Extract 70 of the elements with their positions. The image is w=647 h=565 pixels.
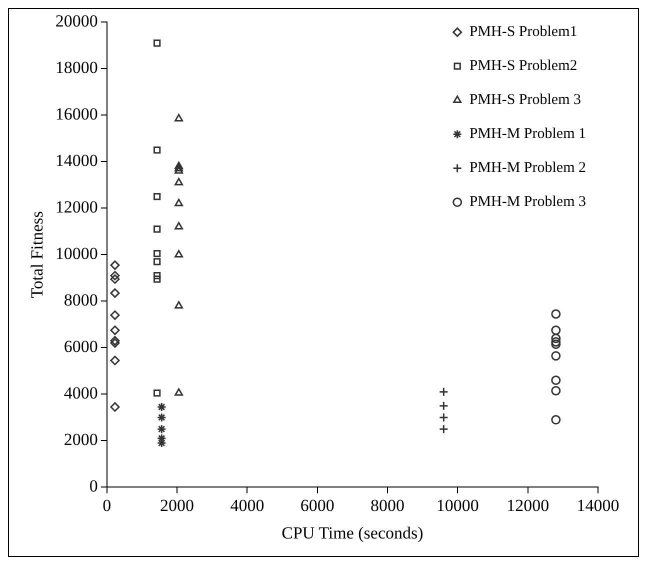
- point: [110, 260, 120, 270]
- x-tick-label: 6000: [300, 496, 334, 515]
- legend-label: PMH-M Problem 3: [469, 194, 586, 210]
- point: [110, 336, 120, 346]
- point: [551, 376, 561, 385]
- point: [110, 274, 120, 284]
- legend-label: PMH-M Problem 2: [469, 160, 586, 176]
- legend-label: PMH-S Problem 3: [469, 92, 582, 108]
- point: [438, 424, 448, 434]
- point: [174, 198, 184, 206]
- point: [110, 402, 120, 412]
- y-tick-label: 12000: [55, 198, 98, 217]
- point: [551, 334, 561, 344]
- point: [551, 326, 561, 336]
- x-tick-label: 8000: [370, 496, 405, 515]
- point: [110, 288, 120, 298]
- y-tick-label: 20000: [55, 12, 98, 31]
- point: [156, 424, 166, 434]
- y-tick-label: 6000: [64, 337, 98, 356]
- point: [153, 226, 161, 233]
- x-tick-label: 4000: [230, 496, 264, 515]
- point: [153, 258, 161, 266]
- point: [110, 356, 120, 366]
- point: [156, 412, 166, 422]
- point: [174, 250, 184, 258]
- point: [438, 412, 448, 422]
- x-tick-label: 10000: [436, 496, 479, 515]
- point: [438, 401, 448, 411]
- legend-label: PMH-M Problem 1: [469, 126, 586, 142]
- point: [174, 301, 184, 309]
- y-tick-label: 10000: [55, 244, 98, 264]
- point: [153, 146, 161, 154]
- point: [174, 166, 184, 174]
- point: [110, 270, 120, 280]
- point: [174, 388, 184, 396]
- point: [551, 309, 561, 319]
- point: [174, 164, 184, 172]
- point: [110, 326, 120, 336]
- point: [551, 351, 561, 361]
- y-tick-label: 2000: [64, 430, 98, 450]
- point: [438, 387, 448, 397]
- point: [174, 222, 184, 230]
- point: [174, 114, 184, 122]
- point: [110, 310, 120, 320]
- point: [551, 415, 561, 425]
- point: [153, 40, 161, 47]
- point: [153, 272, 161, 280]
- point: [174, 178, 184, 186]
- legend-label: PMH-S Problem2: [469, 58, 578, 74]
- point: [153, 192, 161, 200]
- y-tick-label: 4000: [64, 384, 98, 403]
- y-tick-label: 18000: [55, 58, 98, 78]
- x-tick-label: 2000: [160, 496, 194, 515]
- y-tick-label: 8000: [64, 290, 98, 310]
- y-tick-label: 0: [89, 476, 98, 496]
- point: [153, 250, 161, 258]
- y-axis-title: Total Fitness: [28, 211, 47, 298]
- point: [174, 162, 184, 170]
- legend-label: PMH-S Problem1: [469, 24, 578, 40]
- point: [153, 389, 161, 397]
- point: [551, 386, 561, 396]
- x-axis-title: CPU Time (seconds): [282, 523, 424, 542]
- x-tick-label: 14000: [576, 496, 620, 515]
- y-tick-label: 14000: [55, 151, 98, 170]
- point: [110, 338, 120, 348]
- point: [156, 402, 166, 412]
- y-tick-label: 16000: [55, 104, 98, 124]
- x-tick-label: 0: [102, 496, 112, 515]
- x-tick-label: 12000: [506, 496, 550, 515]
- point: [153, 276, 161, 283]
